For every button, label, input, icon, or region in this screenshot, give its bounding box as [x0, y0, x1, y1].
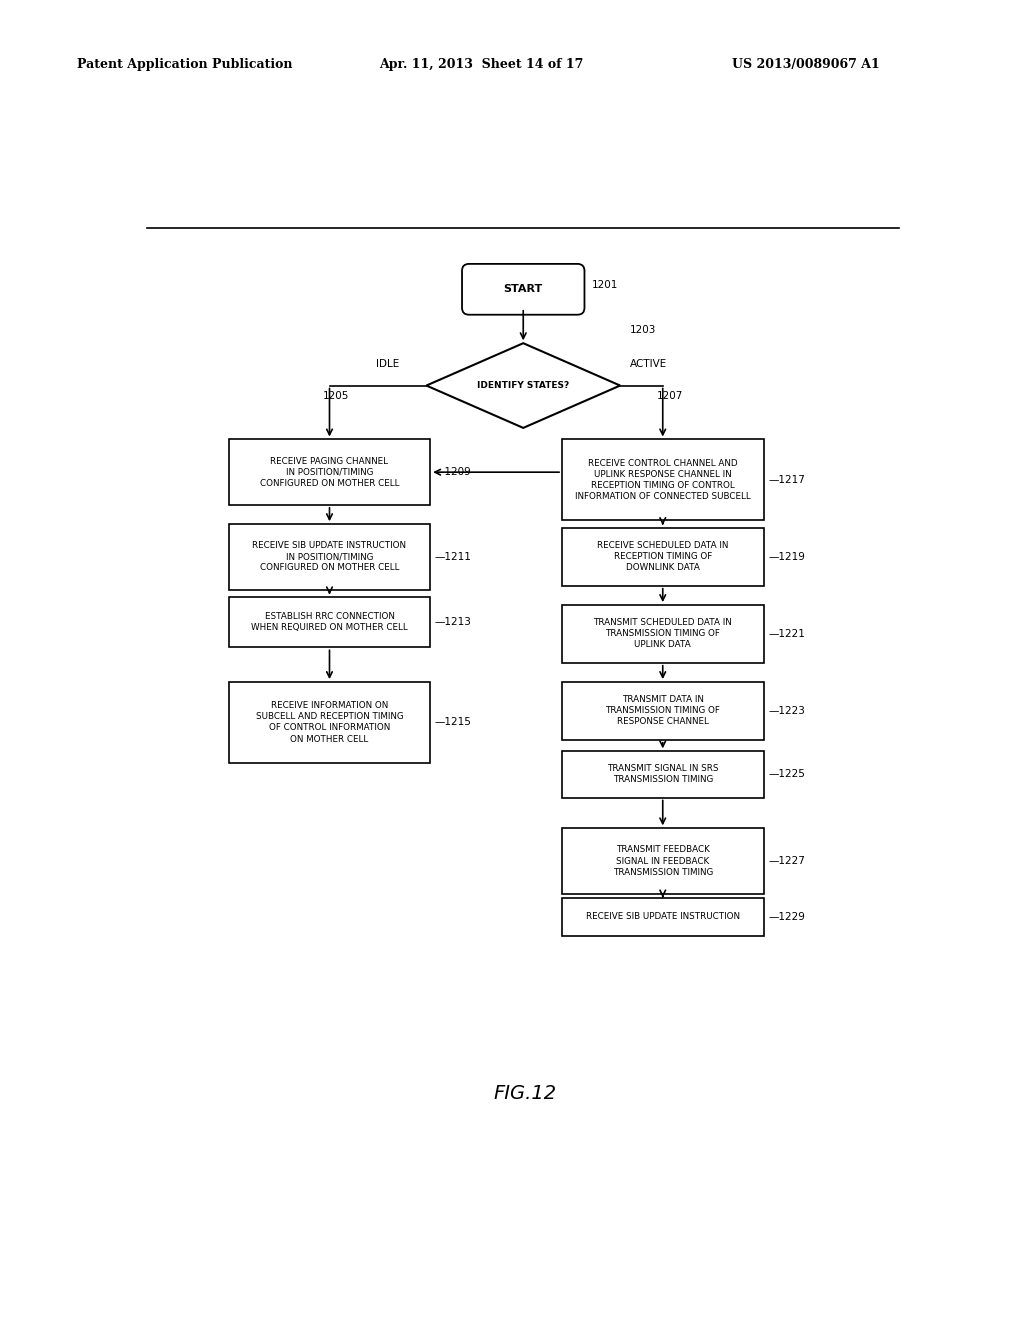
- Text: —1215: —1215: [435, 718, 472, 727]
- FancyBboxPatch shape: [562, 898, 764, 936]
- Text: TRANSMIT SIGNAL IN SRS
TRANSMISSION TIMING: TRANSMIT SIGNAL IN SRS TRANSMISSION TIMI…: [607, 764, 719, 784]
- Text: RECEIVE CONTROL CHANNEL AND
UPLINK RESPONSE CHANNEL IN
RECEPTION TIMING OF CONTR: RECEIVE CONTROL CHANNEL AND UPLINK RESPO…: [574, 459, 751, 502]
- Text: FIG.12: FIG.12: [494, 1085, 556, 1104]
- Text: —1211: —1211: [435, 552, 472, 562]
- FancyBboxPatch shape: [462, 264, 585, 314]
- Text: —1221: —1221: [768, 628, 805, 639]
- Text: 1203: 1203: [630, 325, 656, 335]
- Text: RECEIVE SIB UPDATE INSTRUCTION
IN POSITION/TIMING
CONFIGURED ON MOTHER CELL: RECEIVE SIB UPDATE INSTRUCTION IN POSITI…: [253, 541, 407, 573]
- FancyBboxPatch shape: [228, 440, 430, 506]
- Text: —1217: —1217: [768, 475, 805, 484]
- Text: IDENTIFY STATES?: IDENTIFY STATES?: [477, 381, 569, 389]
- Text: RECEIVE PAGING CHANNEL
IN POSITION/TIMING
CONFIGURED ON MOTHER CELL: RECEIVE PAGING CHANNEL IN POSITION/TIMIN…: [260, 457, 399, 488]
- FancyBboxPatch shape: [562, 440, 764, 520]
- FancyBboxPatch shape: [562, 528, 764, 586]
- Text: ACTIVE: ACTIVE: [630, 359, 668, 370]
- Text: Patent Application Publication: Patent Application Publication: [77, 58, 292, 71]
- Text: TRANSMIT SCHEDULED DATA IN
TRANSMISSION TIMING OF
UPLINK DATA: TRANSMIT SCHEDULED DATA IN TRANSMISSION …: [593, 618, 732, 649]
- Text: ESTABLISH RRC CONNECTION
WHEN REQUIRED ON MOTHER CELL: ESTABLISH RRC CONNECTION WHEN REQUIRED O…: [251, 612, 408, 632]
- FancyBboxPatch shape: [562, 829, 764, 894]
- Text: TRANSMIT FEEDBACK
SIGNAL IN FEEDBACK
TRANSMISSION TIMING: TRANSMIT FEEDBACK SIGNAL IN FEEDBACK TRA…: [612, 845, 713, 876]
- Text: —1225: —1225: [768, 770, 805, 779]
- FancyBboxPatch shape: [228, 598, 430, 647]
- Text: —1219: —1219: [768, 552, 805, 562]
- Text: IDLE: IDLE: [376, 359, 399, 370]
- FancyBboxPatch shape: [562, 682, 764, 739]
- FancyBboxPatch shape: [562, 605, 764, 663]
- Text: RECEIVE SIB UPDATE INSTRUCTION: RECEIVE SIB UPDATE INSTRUCTION: [586, 912, 739, 921]
- Text: RECEIVE SCHEDULED DATA IN
RECEPTION TIMING OF
DOWNLINK DATA: RECEIVE SCHEDULED DATA IN RECEPTION TIMI…: [597, 541, 728, 573]
- Text: —1229: —1229: [768, 912, 805, 921]
- FancyBboxPatch shape: [562, 751, 764, 797]
- Text: 1205: 1205: [324, 391, 349, 401]
- FancyBboxPatch shape: [228, 524, 430, 590]
- Text: 1201: 1201: [592, 280, 617, 290]
- Text: US 2013/0089067 A1: US 2013/0089067 A1: [732, 58, 880, 71]
- Text: —1209: —1209: [435, 467, 472, 477]
- Text: TRANSMIT DATA IN
TRANSMISSION TIMING OF
RESPONSE CHANNEL: TRANSMIT DATA IN TRANSMISSION TIMING OF …: [605, 696, 720, 726]
- Text: START: START: [504, 284, 543, 294]
- Text: RECEIVE INFORMATION ON
SUBCELL AND RECEPTION TIMING
OF CONTROL INFORMATION
ON MO: RECEIVE INFORMATION ON SUBCELL AND RECEP…: [256, 701, 403, 743]
- Polygon shape: [426, 343, 621, 428]
- Text: —1227: —1227: [768, 857, 805, 866]
- Text: —1223: —1223: [768, 706, 805, 715]
- Text: 1207: 1207: [656, 391, 683, 401]
- FancyBboxPatch shape: [228, 682, 430, 763]
- Text: —1213: —1213: [435, 618, 472, 627]
- Text: Apr. 11, 2013  Sheet 14 of 17: Apr. 11, 2013 Sheet 14 of 17: [379, 58, 584, 71]
